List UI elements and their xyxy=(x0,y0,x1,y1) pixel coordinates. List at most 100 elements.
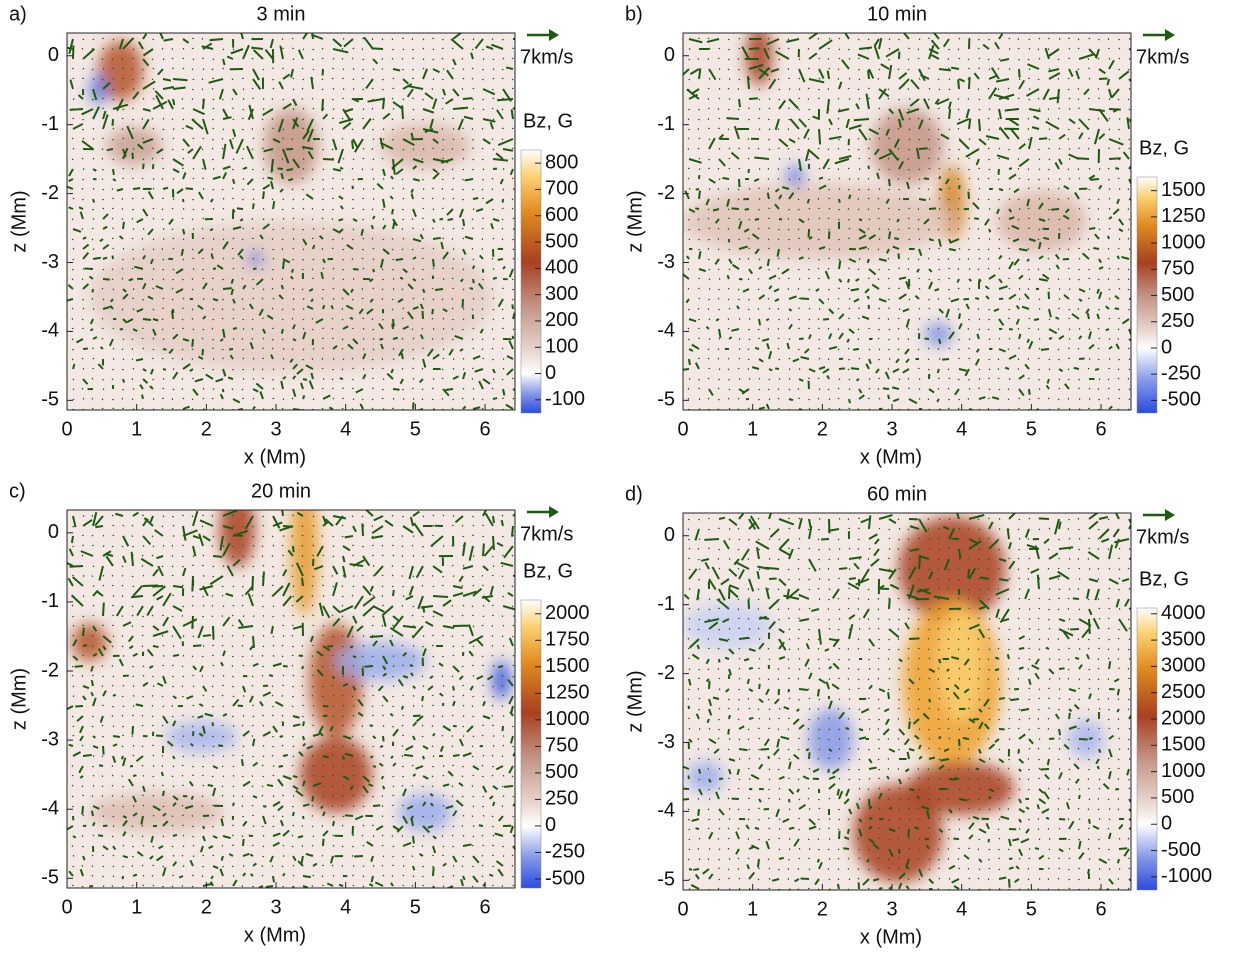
vector-arrow xyxy=(162,387,165,390)
vector-arrow xyxy=(731,263,740,270)
vector-arrow xyxy=(371,107,374,110)
vector-arrow xyxy=(231,614,234,617)
vector-arrow xyxy=(362,585,372,596)
vector-arrow xyxy=(1017,268,1020,271)
vector-arrow xyxy=(292,375,297,380)
vector-arrow xyxy=(82,137,85,140)
vector-arrow xyxy=(1057,117,1060,120)
vector-arrow xyxy=(441,337,444,340)
vector-arrow xyxy=(753,178,760,183)
vector-arrow xyxy=(369,635,384,638)
vector-arrow xyxy=(974,358,980,366)
vector-arrow xyxy=(232,559,241,567)
vector-arrow xyxy=(201,348,204,356)
vector-arrow xyxy=(171,310,174,320)
vector-arrow xyxy=(978,57,981,60)
vector-arrow xyxy=(1063,185,1070,190)
vector-arrow xyxy=(501,347,504,350)
colorbar-tick-label: 500 xyxy=(1161,284,1194,306)
vector-arrow xyxy=(697,218,700,221)
vector-arrow xyxy=(737,108,740,111)
vector-arrow xyxy=(278,81,284,90)
vector-arrow xyxy=(888,47,891,50)
vector-arrow xyxy=(172,625,182,640)
vector-arrow xyxy=(1058,335,1065,340)
vector-arrow xyxy=(160,771,164,777)
vector-arrow xyxy=(1118,70,1130,80)
vector-arrow xyxy=(210,875,214,880)
vector-arrow xyxy=(192,754,195,757)
vector-arrow xyxy=(945,308,950,318)
vector-arrow xyxy=(219,535,224,551)
vector-arrow xyxy=(272,228,275,231)
vector-arrow xyxy=(172,720,177,727)
vector-arrow xyxy=(389,627,404,637)
vector-arrow xyxy=(878,37,883,50)
vector-arrow xyxy=(471,218,474,221)
vector-arrow xyxy=(332,820,335,827)
vector-arrow xyxy=(492,397,498,400)
vector-arrow xyxy=(171,824,174,827)
vector-arrow xyxy=(897,327,900,330)
vector-arrow xyxy=(332,664,335,667)
vector-arrow xyxy=(231,865,234,868)
vector-arrow xyxy=(372,158,375,161)
vector-arrow xyxy=(141,745,144,748)
vector-arrow xyxy=(291,664,294,667)
vector-arrow xyxy=(968,278,973,282)
vector-arrow xyxy=(252,198,255,201)
vector-arrow xyxy=(112,327,115,330)
vector-arrow xyxy=(292,855,297,862)
vector-arrow xyxy=(412,148,415,151)
vector-arrow xyxy=(402,874,405,877)
vector-arrow xyxy=(400,705,404,710)
vector-arrow xyxy=(296,511,304,517)
vector-arrow xyxy=(1098,184,1103,190)
vector-arrow xyxy=(768,378,771,381)
vector-arrow xyxy=(278,294,284,300)
vector-arrow xyxy=(1058,228,1061,231)
vector-arrow xyxy=(202,882,212,887)
colorbar-tick-label: 300 xyxy=(545,283,578,305)
vector-arrow xyxy=(140,557,154,567)
vector-arrow xyxy=(182,529,198,537)
vector-arrow xyxy=(141,835,144,838)
panel-label: b) xyxy=(625,3,643,25)
vector-arrow xyxy=(1028,98,1031,101)
vector-arrow xyxy=(102,225,108,230)
vector-arrow xyxy=(382,665,387,671)
vector-arrow xyxy=(1118,228,1124,233)
vector-arrow xyxy=(182,834,185,837)
vector-arrow xyxy=(412,685,417,690)
vector-arrow xyxy=(906,181,910,190)
vector-arrow xyxy=(1088,328,1091,331)
vector-arrow xyxy=(92,774,95,777)
vector-arrow xyxy=(736,305,740,310)
vector-arrow xyxy=(389,195,394,200)
vector-arrow xyxy=(744,208,750,211)
vector-arrow xyxy=(313,565,324,571)
vector-arrow xyxy=(142,574,145,577)
vector-arrow xyxy=(492,218,500,222)
vector-arrow xyxy=(322,764,325,767)
vector-arrow xyxy=(432,247,435,250)
vector-arrow xyxy=(342,775,350,781)
vector-arrow xyxy=(998,278,1003,284)
vector-arrow xyxy=(1117,278,1120,281)
vector-arrow xyxy=(204,712,214,717)
vector-arrow xyxy=(352,47,355,50)
vector-arrow xyxy=(391,323,394,330)
vector-arrow xyxy=(242,284,247,290)
vector-arrow xyxy=(251,57,254,60)
vector-arrow xyxy=(767,118,770,121)
vector-arrow xyxy=(112,854,115,857)
vector-arrow xyxy=(817,267,820,270)
vector-arrow xyxy=(808,78,825,84)
vector-arrow xyxy=(1021,305,1030,310)
vector-arrow xyxy=(171,635,174,638)
vector-arrow xyxy=(1098,258,1102,264)
vector-arrow xyxy=(201,208,204,211)
vector-arrow xyxy=(346,625,354,638)
vector-arrow xyxy=(402,138,415,147)
vector-arrow xyxy=(442,138,445,141)
